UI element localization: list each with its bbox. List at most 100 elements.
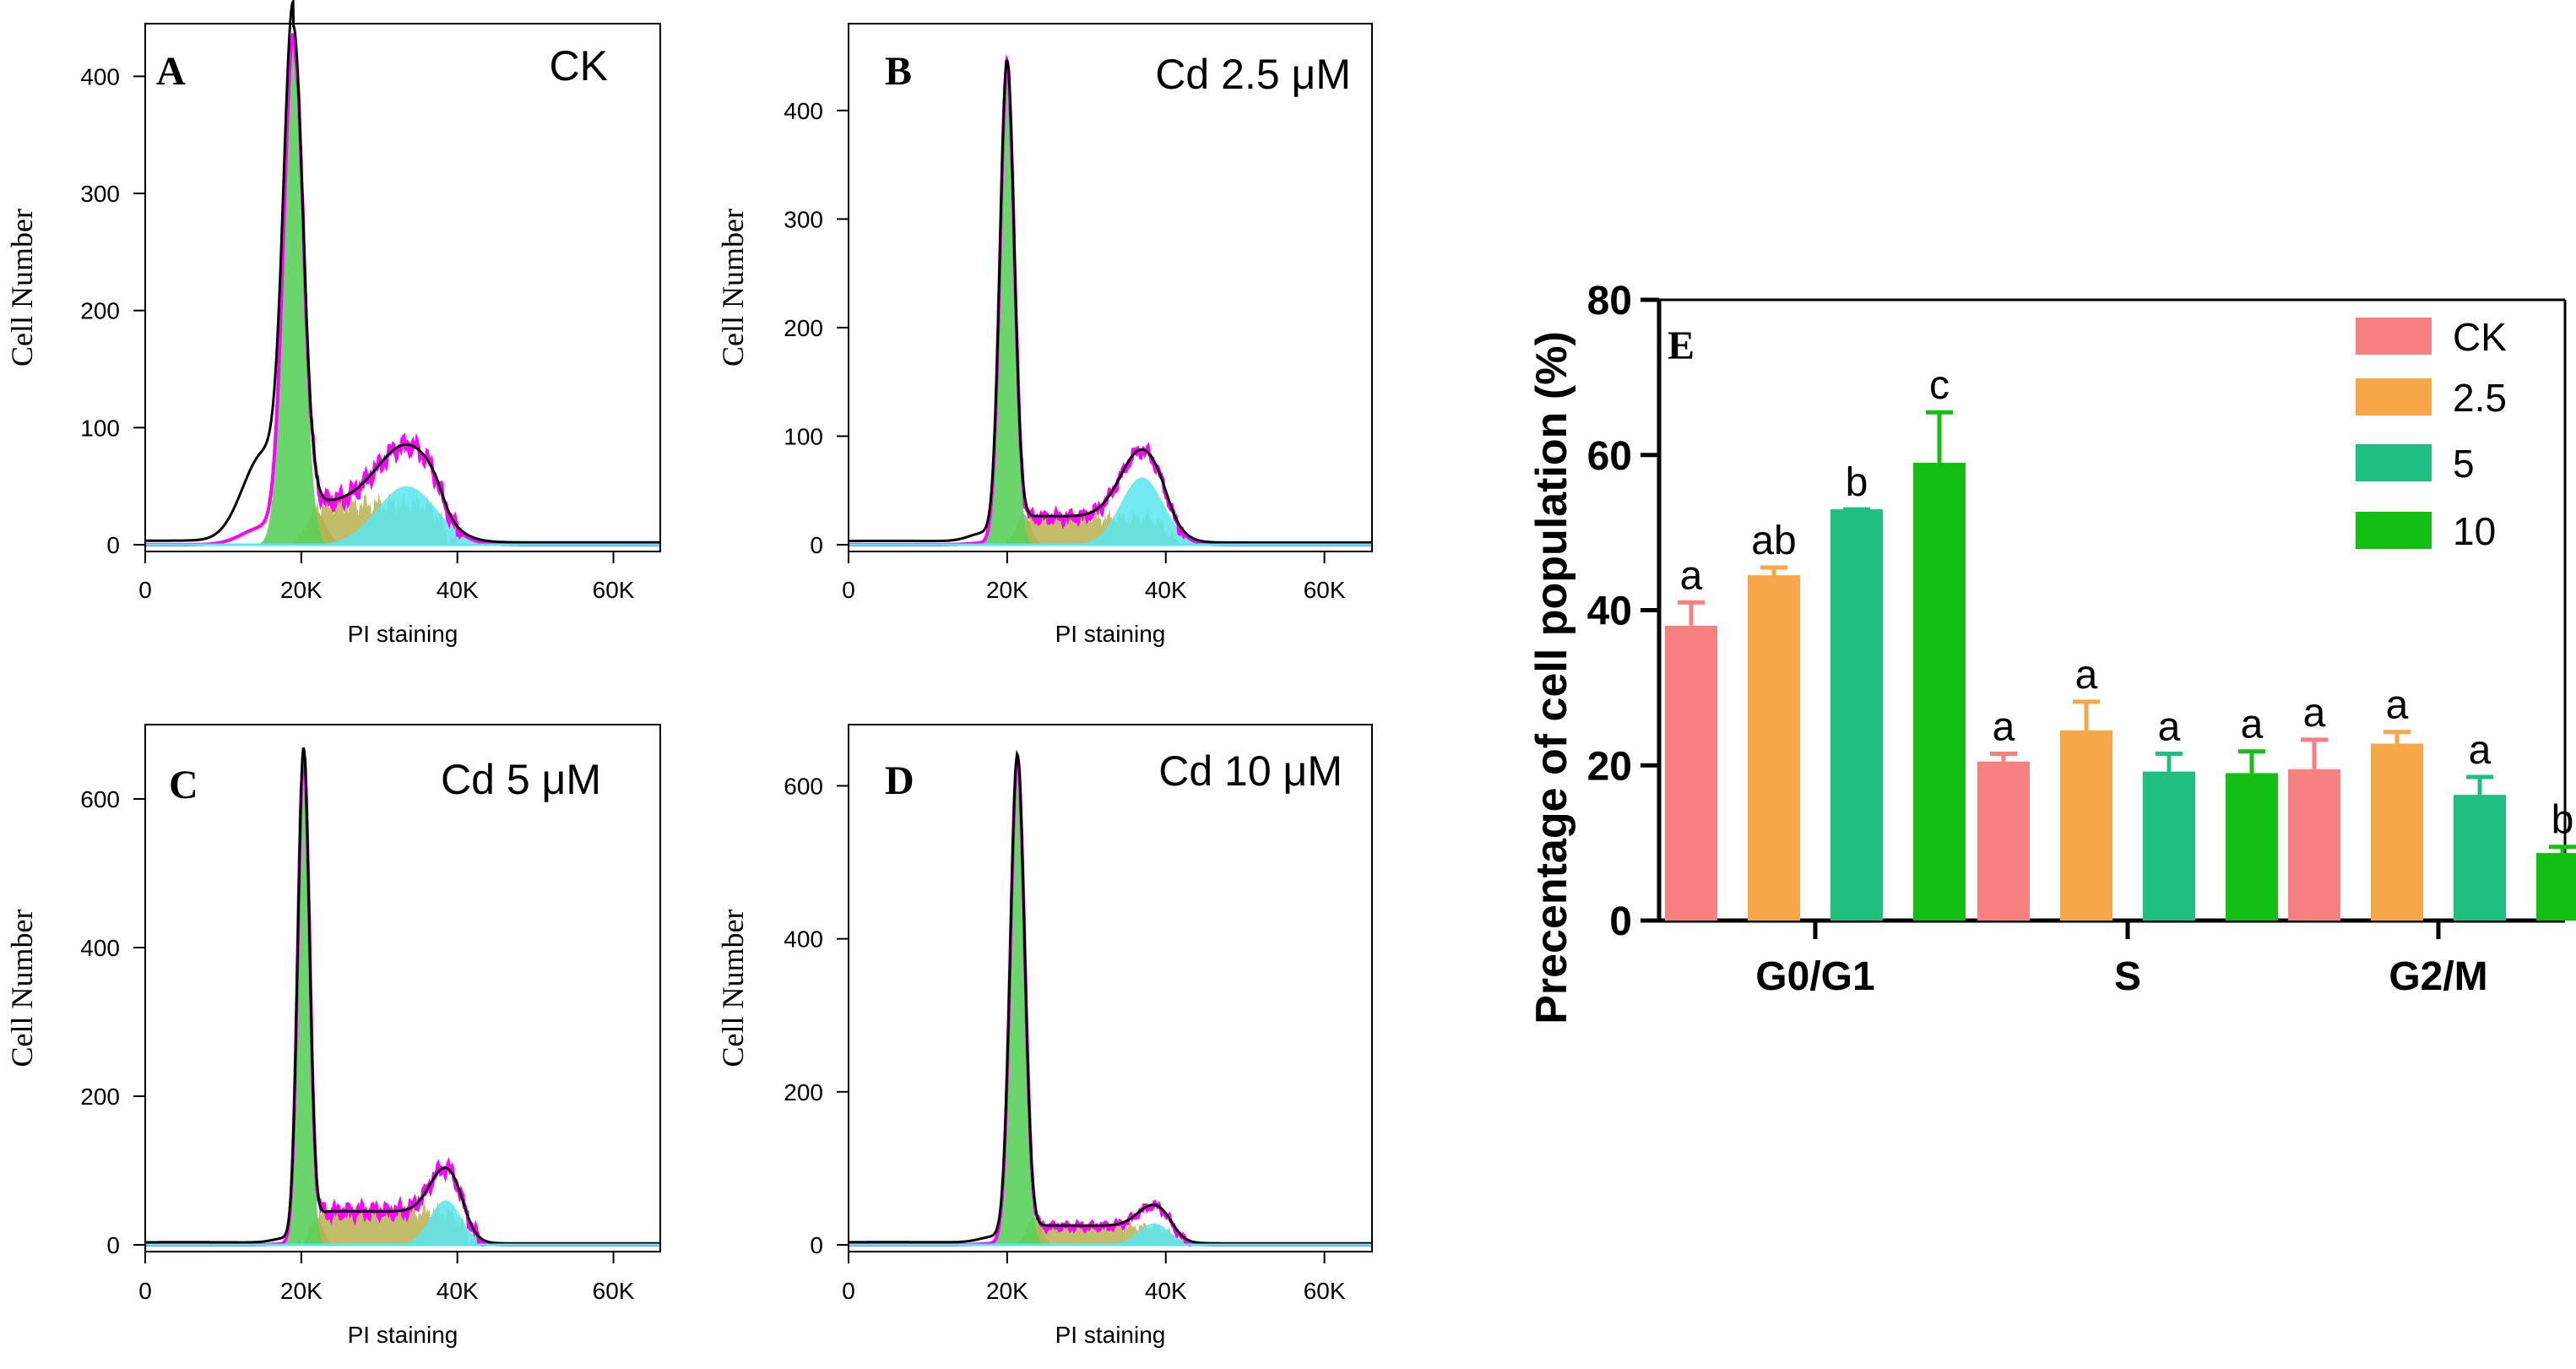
y-tick-label: 600 (80, 786, 120, 812)
g1-peak-area (145, 41, 660, 546)
y-tick-label: 40 (1587, 589, 1632, 634)
data-histogram-line (849, 59, 1372, 544)
plot-frame (144, 23, 661, 552)
panel-title: Cd 2.5 μM (1155, 51, 1351, 98)
s-phase-area (145, 1201, 660, 1245)
y-tick-label: 20 (1587, 744, 1632, 789)
x-tick-label: 60K (593, 1278, 635, 1304)
x-tick-label: 0 (842, 1278, 855, 1304)
significance-letter: a (2469, 728, 2492, 773)
x-tick-label: 40K (437, 1278, 479, 1304)
x-tick-label: 20K (986, 1278, 1028, 1304)
bar-g2m-2_5 (2371, 743, 2423, 921)
y-tick-label: 0 (810, 532, 823, 558)
y-tick-label: 200 (784, 315, 823, 341)
legend-swatch (2356, 378, 2432, 416)
model-fit-line (145, 32, 660, 546)
y-axis-label: Cell Number (716, 209, 750, 367)
y-tick-label: 400 (80, 63, 120, 90)
g1-peak-area (145, 754, 660, 1245)
bar-g0g1-2_5 (1748, 575, 1800, 921)
y-tick-label: 400 (784, 926, 823, 953)
x-tick-label: 20K (280, 577, 323, 603)
model-fit-line (145, 753, 660, 1247)
y-tick-label: 200 (784, 1079, 823, 1106)
y-tick-label: 0 (106, 1232, 120, 1258)
x-tick-label: G2/M (2389, 954, 2487, 999)
data-histogram-line (849, 749, 1372, 1245)
panel-letter: A (156, 49, 186, 94)
x-tick-label: G0/G1 (1755, 954, 1874, 999)
y-axis-label: Cell Number (5, 910, 39, 1067)
x-tick-label: S (2114, 954, 2141, 999)
bar-g0g1-CK (1665, 625, 1717, 921)
panel-letter: D (885, 758, 914, 803)
y-tick-label: 200 (80, 298, 120, 324)
plot-frame (848, 724, 1373, 1252)
y-tick-label: 400 (784, 98, 823, 124)
x-tick-label: 0 (138, 577, 152, 603)
y-tick-label: 300 (784, 206, 823, 232)
x-tick-label: 60K (1304, 1278, 1346, 1304)
histogram-panel-a: 0 20K 40K 60K 0 100 200 300 400 PI staining Cell N… (5, 0, 661, 647)
legend-label: CK (2453, 315, 2507, 359)
legend-swatch (2356, 444, 2432, 481)
significance-letter: a (2241, 703, 2264, 747)
bar-g0g1-5 (1830, 509, 1883, 921)
plot-frame (848, 23, 1373, 552)
y-tick-label: 100 (80, 415, 120, 441)
panel-title: CK (550, 42, 608, 90)
x-tick-label: 60K (1304, 577, 1346, 603)
x-tick-label: 40K (1145, 1278, 1187, 1304)
panel-letter: E (1668, 323, 1695, 368)
y-tick-label: 0 (106, 532, 120, 558)
significance-letter: a (1993, 704, 2015, 749)
data-histogram-line (145, 0, 660, 544)
legend-label: 5 (2453, 442, 2475, 486)
significance-letter: a (2075, 653, 2098, 698)
y-axis-label: Cell Number (716, 910, 750, 1067)
histogram-panel-d: 0 20K 40K 60K 0 200 400 600 PI staining Cell Numb… (716, 724, 1373, 1348)
y-tick-label: 0 (1609, 899, 1632, 944)
x-tick-label: 0 (138, 1278, 152, 1304)
bar-s-10 (2226, 773, 2278, 921)
legend-swatch (2356, 318, 2432, 355)
significance-letter: a (2386, 683, 2409, 728)
histogram-panel-c: 0 20K 40K 60K 0 200 400 600 PI staining Cell Numb… (5, 724, 661, 1348)
panel-title: Cd 10 μM (1158, 747, 1342, 795)
bar-s-CK (1977, 761, 2030, 921)
y-tick-label: 60 (1587, 434, 1632, 479)
x-axis-label: PI staining (348, 1322, 458, 1348)
bar-g2m-10 (2536, 853, 2576, 921)
y-tick-label: 200 (80, 1084, 120, 1110)
significance-letter: a (2303, 691, 2326, 736)
g1-peak-area (849, 67, 1372, 545)
significance-letter: ab (1751, 519, 1796, 563)
significance-letter: b (2552, 798, 2574, 843)
x-tick-label: 0 (842, 577, 855, 603)
bar-g2m-5 (2454, 795, 2506, 921)
bar-s-5 (2143, 771, 2195, 921)
legend-label: 2.5 (2453, 376, 2507, 420)
panel-letter: B (885, 49, 912, 94)
panel-title: Cd 5 μM (441, 756, 601, 803)
legend-swatch (2356, 512, 2432, 549)
bar-s-2_5 (2060, 730, 2112, 921)
x-tick-label: 20K (986, 577, 1028, 603)
g2-peak-area (145, 486, 660, 545)
x-axis-label: PI staining (348, 621, 458, 647)
plot-frame (144, 724, 661, 1252)
y-tick-label: 300 (80, 181, 120, 207)
y-tick-label: 80 (1587, 279, 1632, 323)
x-tick-label: 60K (593, 577, 635, 603)
model-fit-line (849, 54, 1372, 546)
y-tick-label: 600 (784, 773, 823, 799)
x-axis-label: PI staining (1055, 621, 1166, 647)
data-histogram-line (145, 747, 660, 1245)
y-axis-label: Precentage of cell population (%) (1527, 331, 1576, 1024)
x-axis-label: PI staining (1055, 1322, 1166, 1348)
model-fit-line (849, 753, 1372, 1247)
histogram-panel-b: 0 20K 40K 60K 0 100 200 300 400 PI staining Cell N… (716, 23, 1373, 647)
